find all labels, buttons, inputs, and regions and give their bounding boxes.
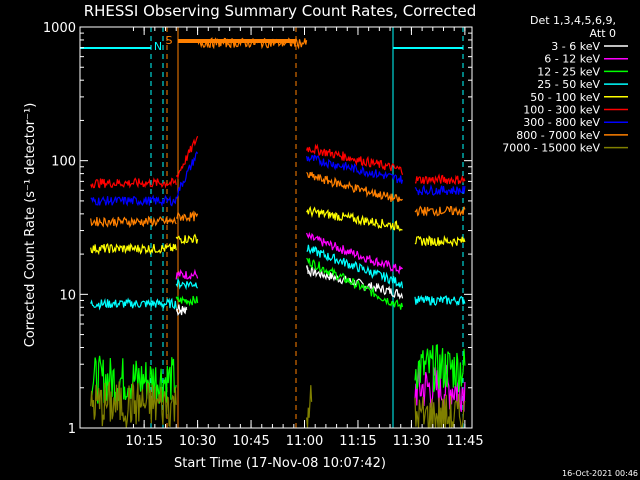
legend-label: 100 - 300 keV	[523, 104, 600, 117]
series-line	[90, 242, 177, 256]
legend-label: 25 - 50 keV	[537, 78, 600, 91]
legend-label: 7000 - 15000 keV	[502, 142, 600, 155]
series-6	[90, 151, 466, 208]
chart-title: RHESSI Observing Summary Count Rates, Co…	[84, 2, 477, 20]
series-line	[175, 233, 199, 245]
legend-label: 12 - 25 keV	[537, 65, 600, 78]
series-line	[306, 154, 404, 184]
series-line	[414, 344, 466, 393]
plot-frame	[79, 26, 473, 429]
legend-label: 6 - 12 keV	[544, 53, 600, 66]
series-3	[90, 244, 466, 311]
series-line	[414, 234, 466, 248]
series-line	[175, 304, 188, 314]
y-tick-label: 10	[59, 288, 76, 303]
series-line	[175, 306, 188, 317]
axes: 1 10 100 1000 10:15 10:30 10:45 11:00 11:15 11:30…	[43, 21, 484, 449]
series-line	[176, 210, 199, 222]
legend-header: Att 0	[590, 27, 616, 40]
legend-label: 3 - 6 keV	[551, 40, 600, 53]
series-line	[175, 135, 199, 180]
series-5	[90, 135, 466, 189]
legend-label: 50 - 100 keV	[530, 91, 600, 104]
x-tick-label: 10:15	[125, 434, 162, 449]
series-line	[90, 177, 177, 189]
series-4	[90, 205, 466, 256]
y-tick-label: 100	[51, 155, 76, 170]
x-tick-label: 11:45	[446, 434, 483, 449]
annotation-saa: S	[166, 34, 173, 47]
series-line	[414, 183, 466, 196]
y-axis-label: Corrected Count Rate (s⁻¹ detector⁻¹)	[23, 103, 38, 348]
series-line	[414, 205, 466, 217]
series-line	[90, 297, 177, 311]
series-line	[306, 265, 309, 275]
legend-header: Det 1,3,4,5,6,9,	[530, 14, 616, 27]
series-line	[414, 173, 466, 186]
annotation-night: N	[154, 40, 162, 53]
x-tick-label: 10:45	[232, 434, 269, 449]
footer-timestamp: 16-Oct-2021 00:46	[562, 469, 638, 478]
x-tick-label: 11:00	[286, 434, 323, 449]
y-tick-label: 1	[68, 422, 76, 437]
series-2	[90, 257, 466, 404]
series-line	[175, 268, 199, 280]
series-line	[306, 257, 404, 310]
legend-label: 800 - 7000 keV	[516, 129, 600, 142]
series-line	[90, 215, 177, 229]
series-line	[306, 244, 404, 289]
series-line	[306, 205, 403, 232]
x-tick-label: 11:30	[393, 434, 430, 449]
series-line	[175, 295, 199, 307]
series-7	[90, 37, 466, 229]
series-line	[197, 37, 308, 50]
legend-label: 300 - 800 keV	[523, 116, 600, 129]
series-line	[414, 294, 466, 307]
x-axis-label: Start Time (17-Nov-08 10:07:42)	[174, 456, 386, 471]
series-line	[90, 381, 177, 428]
series-line	[306, 143, 404, 175]
series-line	[90, 194, 177, 208]
x-tick-label: 10:30	[179, 434, 216, 449]
series-line	[175, 151, 199, 199]
series-line	[306, 231, 403, 275]
x-tick-label: 11:15	[339, 434, 376, 449]
series-line	[175, 277, 199, 291]
series-line	[306, 171, 403, 203]
y-tick-label: 1000	[43, 21, 76, 36]
